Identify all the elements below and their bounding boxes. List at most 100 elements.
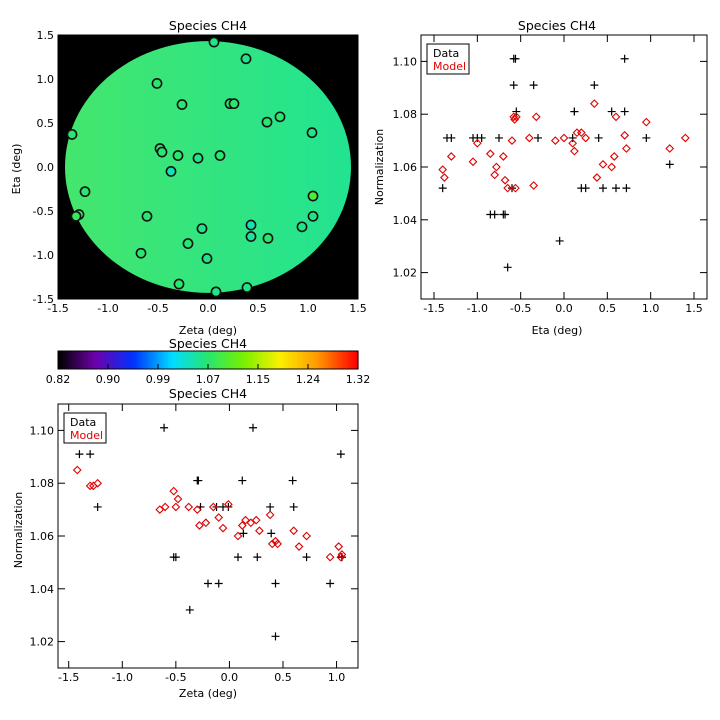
- zeta-plot-data-point: [253, 553, 262, 562]
- map-point: [307, 190, 319, 202]
- eta-plot-ytick-label: 1.08: [393, 108, 418, 121]
- map-point: [241, 282, 253, 293]
- colorbar-swatch: [88, 351, 92, 369]
- zeta-plot-data-point: [171, 553, 180, 562]
- eta-plot-data-point: [477, 133, 486, 142]
- colorbar-swatch: [120, 351, 124, 369]
- map-point: [210, 286, 222, 298]
- map-point: [245, 219, 257, 231]
- colorbar-swatch: [148, 351, 152, 369]
- eta-plot-data-point: [570, 107, 579, 116]
- eta-plot-ylabel: Normalization: [373, 129, 386, 205]
- map-ytick-label: -1.5: [33, 293, 54, 306]
- eta-plot-model-point: [665, 144, 675, 153]
- colorbar-swatch: [118, 351, 122, 369]
- colorbar-swatch: [350, 351, 354, 369]
- eta-plot-data-point: [620, 107, 629, 116]
- zeta-plot-ytick-label: 1.08: [30, 477, 55, 490]
- colorbar-swatch: [70, 351, 74, 369]
- eta-plot-data-point: [555, 236, 564, 245]
- zeta-plot-model-point: [192, 505, 202, 514]
- eta-plot-legend-box: [426, 43, 470, 75]
- map-point: [141, 210, 153, 222]
- colorbar-swatch: [83, 351, 87, 369]
- map-field: [65, 41, 351, 293]
- map-ytick-label: -1.0: [33, 249, 54, 262]
- colorbar-swatch: [303, 351, 307, 369]
- colorbar-swatch: [103, 351, 107, 369]
- colorbar-swatch: [225, 351, 229, 369]
- map-point: [156, 146, 168, 158]
- zeta-plot-ytick-label: 1.02: [30, 636, 55, 649]
- colorbar-swatch: [93, 351, 97, 369]
- colorbar-swatch: [138, 351, 142, 369]
- eta-plot-data-point: [665, 160, 674, 169]
- zeta-plot-data-point: [185, 605, 194, 614]
- colorbar-swatch: [348, 351, 352, 369]
- colorbar-swatch: [285, 351, 289, 369]
- zeta-plot-data-point: [75, 450, 84, 459]
- colorbar-swatch: [113, 351, 117, 369]
- colorbar-swatch: [298, 351, 302, 369]
- map-point: [306, 127, 318, 139]
- map-point: [261, 116, 273, 128]
- zeta-plot-xtick-label: 0.5: [274, 671, 292, 684]
- colorbar-swatch: [243, 351, 247, 369]
- colorbar-swatch: [145, 351, 149, 369]
- colorbar-swatch: [150, 351, 154, 369]
- map-xlabel: Zeta (deg): [179, 324, 237, 337]
- colorbar-swatch: [185, 351, 189, 369]
- colorbar-swatch: [160, 351, 164, 369]
- map-point: [262, 232, 274, 244]
- colorbar-swatch: [270, 351, 274, 369]
- eta-plot-ytick-label: 1.02: [393, 267, 418, 280]
- colorbar-swatch: [320, 351, 324, 369]
- eta-plot-legend-data: Data: [433, 47, 459, 60]
- map-xtick-label: 1.5: [349, 302, 367, 315]
- colorbar-swatch: [245, 351, 249, 369]
- colorbar-swatch: [168, 351, 172, 369]
- colorbar-swatch: [165, 351, 169, 369]
- map-point: [66, 129, 78, 140]
- colorbar-swatch: [340, 351, 344, 369]
- zeta-plot-model-point: [184, 502, 194, 512]
- map-xtick-label: 0.5: [249, 302, 267, 315]
- colorbar-swatch: [333, 351, 337, 369]
- eta-plot-ytick-label: 1.10: [393, 55, 418, 68]
- eta-plot-xtick-label: 0.5: [599, 302, 617, 315]
- map-point: [70, 210, 82, 222]
- colorbar-swatch: [275, 351, 279, 369]
- eta-plot-model-point: [500, 175, 510, 185]
- colorbar-swatch: [58, 351, 62, 369]
- eta-plot-model-point: [492, 162, 501, 172]
- eta-plot-xtick-label: -1.5: [423, 302, 444, 315]
- colorbar-swatch: [220, 351, 224, 369]
- eta-plot-model-point: [568, 138, 578, 148]
- colorbar-swatch: [263, 351, 267, 369]
- colorbar-swatch: [353, 351, 357, 369]
- colorbar-swatch: [300, 351, 304, 369]
- colorbar-swatch: [200, 351, 204, 369]
- zeta-plot-data-point: [224, 502, 233, 511]
- eta-plot-data-point: [534, 133, 542, 142]
- eta-plot-data-point: [512, 107, 521, 116]
- zeta-plot-panel: -1.5 -1.0 -0.5 0.0 0.5 1.0 1.02 1.04 1.06 1.08 1.1…: [30, 403, 359, 684]
- colorbar-swatch: [163, 351, 167, 369]
- colorbar-swatch: [110, 351, 114, 369]
- map-point: [196, 223, 208, 234]
- zeta-plot-data-point: [289, 502, 298, 511]
- colorbar-swatch: [280, 351, 284, 369]
- eta-plot-model-point: [592, 173, 602, 182]
- eta-plot-model-point: [510, 115, 519, 124]
- zeta-plot-model-point: [251, 515, 261, 525]
- colorbar-swatch: [230, 351, 234, 369]
- colorbar-swatch: [328, 351, 332, 369]
- colorbar-swatch: [80, 351, 84, 369]
- zeta-plot-data-point: [239, 529, 248, 538]
- colorbar-swatch: [95, 351, 99, 369]
- colorbar-swatch: [335, 351, 339, 369]
- eta-plot-data-point: [642, 133, 651, 142]
- map-point: [192, 152, 204, 164]
